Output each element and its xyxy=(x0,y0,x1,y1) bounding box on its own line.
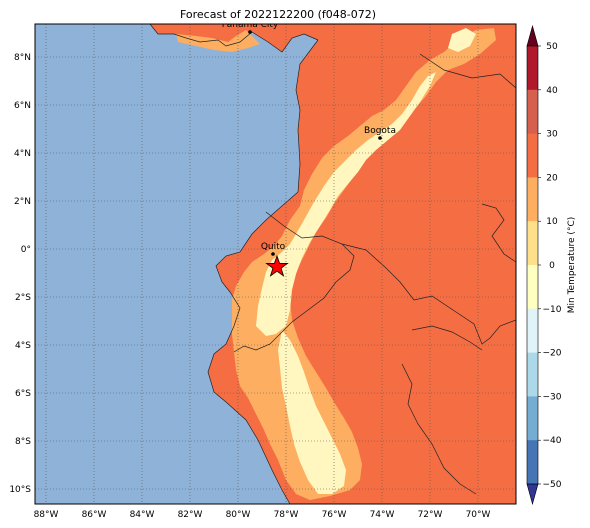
lat-label: 6°N xyxy=(14,101,31,111)
city-quito: Quito xyxy=(261,242,286,256)
colorbar-ticks: 50 40 30 20 10 0 −10 −20 −30 −40 −50 xyxy=(538,42,562,490)
colorbar-tick-label: 10 xyxy=(546,217,558,227)
city-dot xyxy=(248,30,252,34)
city-panama-city: Panama City xyxy=(222,20,279,34)
lon-label: 82°W xyxy=(178,510,203,520)
lon-labels: 88°W 86°W 84°W 82°W 80°W 78°W 76°W 74°W … xyxy=(34,510,491,520)
colorbar-band xyxy=(527,440,538,485)
colorbar-tick-label: −20 xyxy=(543,349,562,359)
temp-zone-0-10 xyxy=(256,28,476,494)
colorbar-band xyxy=(527,308,538,354)
city-dot xyxy=(378,136,382,140)
city-dot xyxy=(271,252,275,256)
lat-label: 8°N xyxy=(14,53,31,63)
colorbar-band xyxy=(527,46,538,91)
colorbar-band xyxy=(527,177,538,222)
colorbar-label: Min Temperature (°C) xyxy=(567,217,577,314)
colorbar-band xyxy=(527,133,538,178)
lat-label: 4°S xyxy=(15,341,31,351)
colorbar-band xyxy=(527,265,538,310)
colorbar-bands xyxy=(526,24,539,506)
colorbar-extend-top xyxy=(526,24,539,47)
map-border xyxy=(34,23,517,505)
map-title: Forecast of 2022122200 (f048-072) xyxy=(180,8,376,21)
map-panel: Panama City Bogota Quito xyxy=(34,20,517,505)
colorbar-extend-bottom xyxy=(526,483,539,506)
lat-label: 8°S xyxy=(15,437,31,447)
lon-label: 76°W xyxy=(322,510,347,520)
lat-label: 2°S xyxy=(15,293,31,303)
lon-label: 88°W xyxy=(34,510,59,520)
lat-labels: 8°N 6°N 4°N 2°N 0° 2°S 4°S 6°S 8°S 10°S xyxy=(9,53,31,495)
city-label: Panama City xyxy=(222,20,279,30)
colorbar: 50 40 30 20 10 0 −10 −20 −30 −40 −50 Min Temperatu… xyxy=(526,24,577,506)
lat-label: 10°S xyxy=(9,485,31,495)
lat-label: 4°N xyxy=(14,149,31,159)
country-borders xyxy=(149,24,516,504)
colorbar-tick-label: −50 xyxy=(543,480,562,490)
colorbar-band xyxy=(527,221,538,266)
colorbar-tick-label: 50 xyxy=(546,42,558,52)
colorbar-tick-label: 40 xyxy=(546,86,558,96)
lon-label: 78°W xyxy=(274,510,299,520)
colorbar-band xyxy=(527,352,538,397)
lat-label: 0° xyxy=(21,245,31,255)
lat-label: 2°N xyxy=(14,197,31,207)
lon-label: 74°W xyxy=(370,510,395,520)
colorbar-band xyxy=(527,396,538,441)
lon-label: 80°W xyxy=(226,510,251,520)
colorbar-tick-label: −30 xyxy=(543,392,562,402)
lon-label: 70°W xyxy=(466,510,491,520)
colorbar-tick-label: 20 xyxy=(546,173,558,183)
colorbar-tick-label: 0 xyxy=(549,261,555,271)
lon-label: 84°W xyxy=(130,510,155,520)
colorbar-band xyxy=(527,89,538,135)
colorbar-tick-label: 30 xyxy=(546,130,558,140)
lon-label: 86°W xyxy=(82,510,107,520)
colorbar-tick-label: −40 xyxy=(543,436,562,446)
city-label: Bogota xyxy=(364,126,396,136)
city-label: Quito xyxy=(261,242,286,252)
lat-label: 6°S xyxy=(15,389,31,399)
location-star-icon xyxy=(265,254,289,277)
colorbar-tick-label: −10 xyxy=(543,305,562,315)
city-bogota: Bogota xyxy=(364,126,396,140)
lon-label: 72°W xyxy=(418,510,443,520)
temp-zone-10-20 xyxy=(176,28,496,500)
